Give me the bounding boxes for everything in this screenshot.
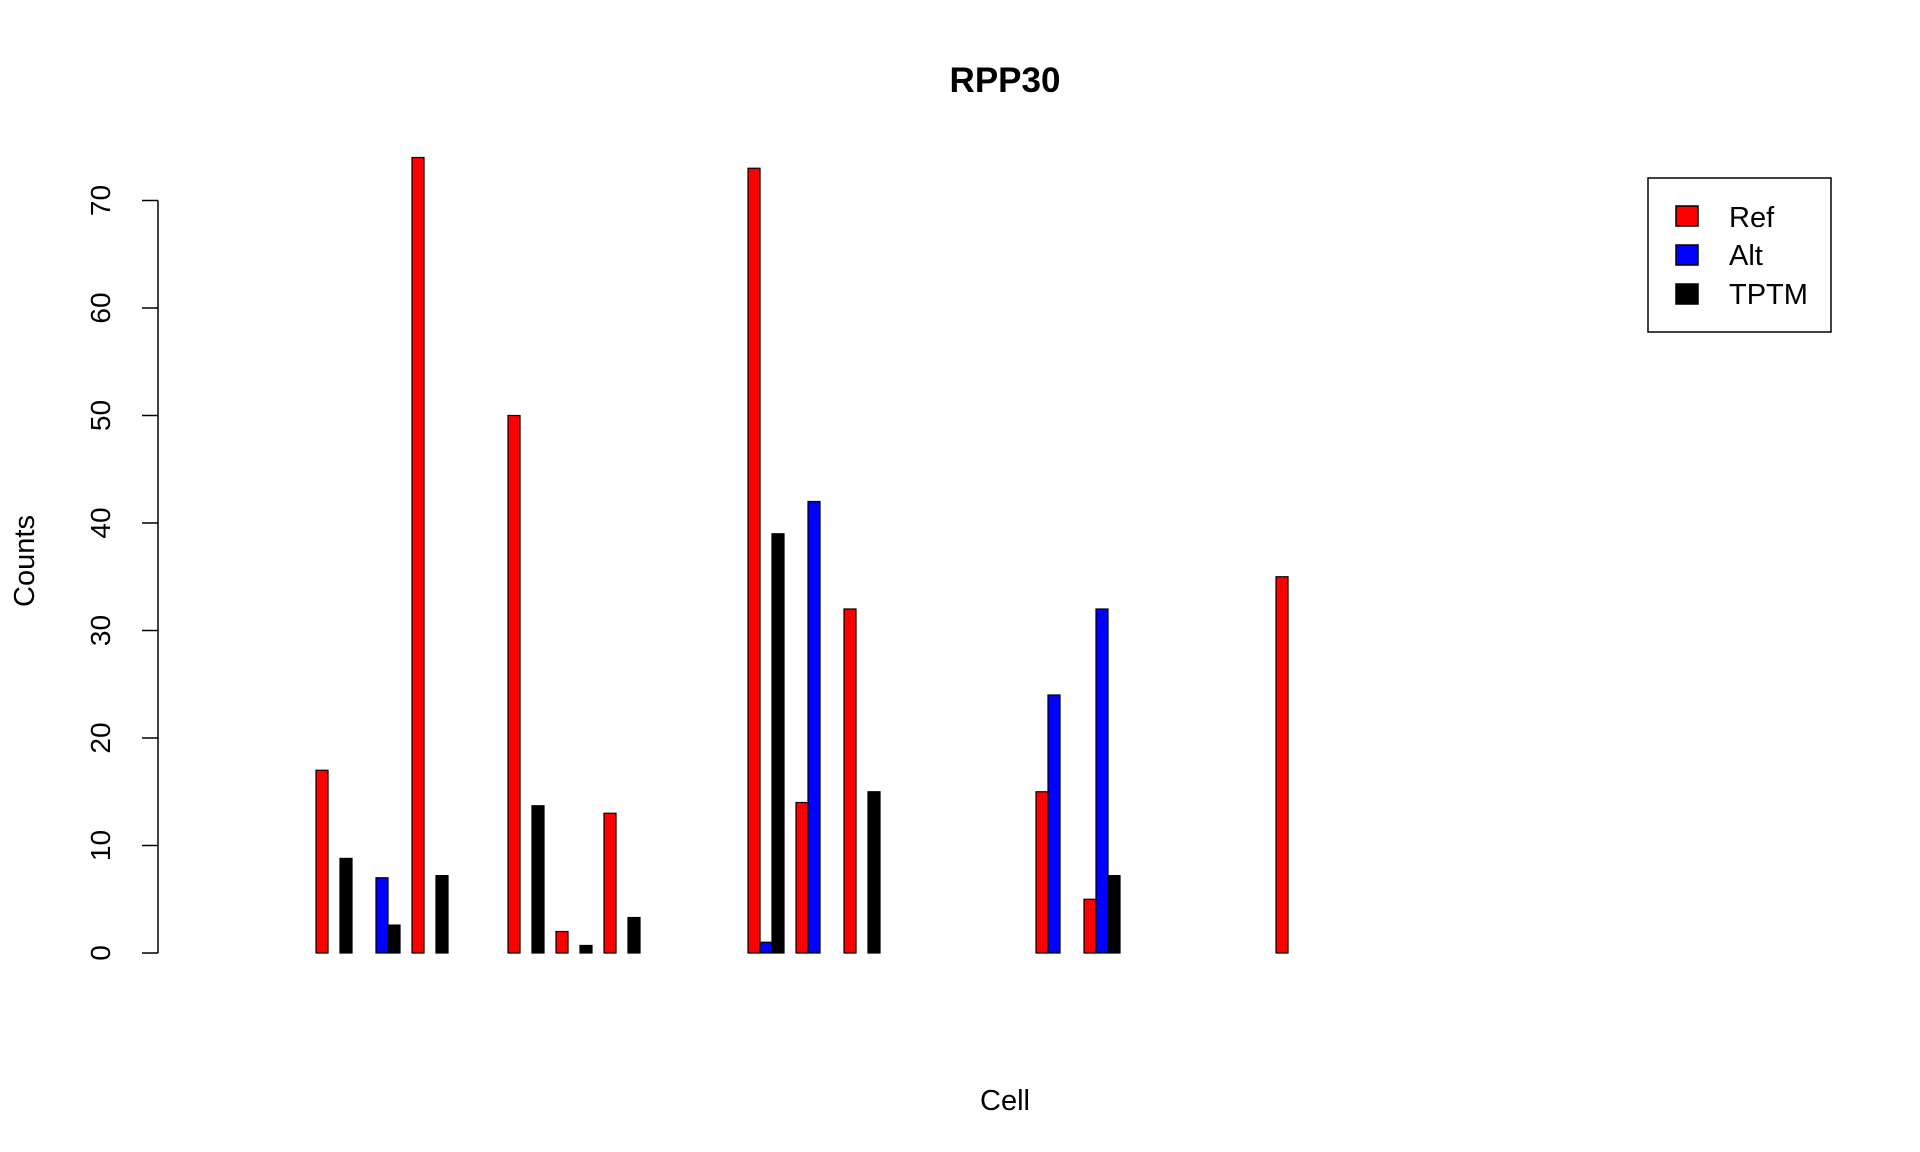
- bar-tptm: [579, 944, 593, 954]
- legend-swatch-alt: [1675, 244, 1699, 266]
- y-axis: 0 10 20 30 40 50 60 70: [85, 185, 159, 961]
- bars: [315, 156, 1289, 954]
- y-axis-label: Counts: [9, 515, 41, 607]
- y-tick-label: 50: [85, 400, 116, 431]
- bar-ref: [555, 930, 569, 954]
- y-tick-label: 70: [85, 185, 116, 216]
- bar-ref: [507, 414, 521, 954]
- bar-tptm: [531, 805, 545, 954]
- bar-tptm: [627, 916, 641, 954]
- bar-alt: [1095, 608, 1109, 954]
- legend-swatch-tptm: [1675, 283, 1699, 305]
- y-tick-label: 20: [85, 722, 116, 753]
- legend-label-ref: Ref: [1729, 202, 1775, 234]
- bar-alt: [759, 941, 773, 954]
- legend-swatch-ref: [1675, 205, 1699, 227]
- y-tick-label: 0: [85, 945, 116, 961]
- bar-ref: [1083, 898, 1097, 954]
- bar-tptm: [339, 857, 353, 954]
- legend-label-alt: Alt: [1729, 240, 1763, 272]
- bar-ref: [315, 769, 329, 954]
- bar-tptm: [867, 791, 881, 954]
- y-tick-label: 30: [85, 615, 116, 646]
- bar-tptm: [1107, 874, 1121, 954]
- legend-label-tptm: TPTM: [1729, 279, 1808, 311]
- bar-ref: [1035, 791, 1049, 954]
- legend: Ref Alt TPTM: [1647, 177, 1832, 333]
- bar-ref: [795, 801, 809, 954]
- bar-tptm: [771, 533, 785, 954]
- bar-alt: [807, 500, 821, 954]
- bar-ref: [411, 156, 425, 954]
- y-tick-label: 40: [85, 507, 116, 538]
- bar-ref: [1275, 576, 1289, 954]
- y-tick-label: 10: [85, 830, 116, 861]
- x-axis-label: Cell: [980, 1085, 1030, 1117]
- bar-alt: [1047, 694, 1061, 954]
- y-tick-label: 60: [85, 292, 116, 323]
- bar-tptm: [387, 924, 401, 954]
- bar-alt: [375, 877, 389, 954]
- chart-title: RPP30: [950, 61, 1061, 100]
- bar-tptm: [435, 874, 449, 954]
- bar-ref: [843, 608, 857, 954]
- bar-ref: [747, 167, 761, 954]
- bar-ref: [603, 812, 617, 954]
